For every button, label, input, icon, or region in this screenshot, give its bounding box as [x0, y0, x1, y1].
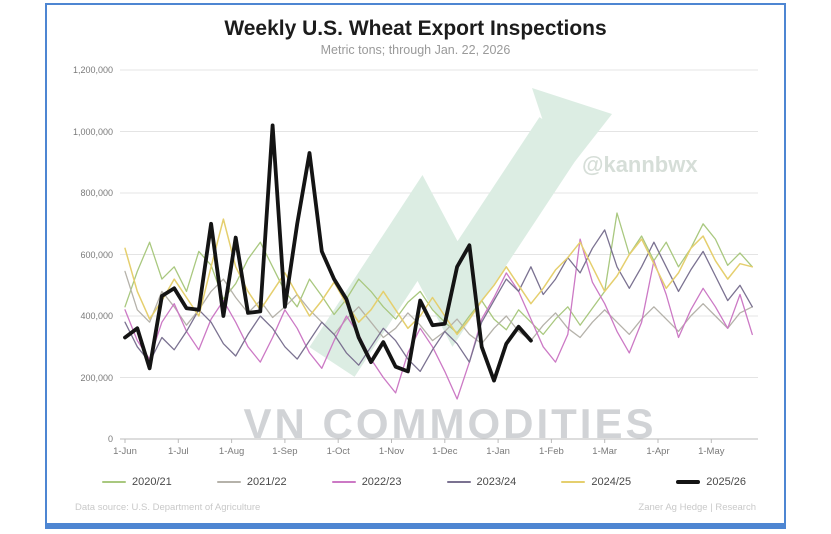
x-tick-label: 1-Mar — [592, 446, 618, 457]
chart-title: Weekly U.S. Wheat Export Inspections — [224, 17, 607, 40]
y-tick-label: 1,000,000 — [72, 126, 113, 137]
legend-item-2024-25: 2024/25 — [561, 476, 631, 488]
x-tick-label: 1-Jul — [168, 446, 189, 457]
legend-swatch — [102, 481, 126, 483]
legend-item-2021-22: 2021/22 — [216, 476, 287, 488]
legend: 2020/21 2021/22 2022/23 2023/24 2024/25 2025/… — [102, 476, 746, 488]
x-tick-label: 1-Nov — [378, 446, 405, 457]
x-tick-label: 1-Oct — [326, 446, 350, 457]
legend-label: 2023/24 — [476, 476, 517, 488]
legend-item-2020-21: 2020/21 — [102, 476, 172, 488]
chart-card: Weekly U.S. Wheat Export Inspections Met… — [45, 3, 786, 529]
legend-label: 2025/26 — [706, 476, 746, 488]
y-tick-label: 1,200,000 — [72, 65, 113, 75]
legend-swatch — [561, 481, 586, 483]
series-line-2022-23 — [124, 238, 753, 400]
x-tick-label: 1-May — [698, 446, 725, 457]
y-tick-label: 200,000 — [80, 372, 113, 383]
credit-note: Zaner Ag Hedge | Research — [638, 502, 756, 513]
legend-swatch — [676, 480, 701, 484]
y-tick-label: 600,000 — [80, 249, 113, 260]
legend-swatch — [446, 481, 471, 483]
x-tick-label: 1-Feb — [538, 446, 564, 457]
legend-label: 2022/23 — [361, 476, 402, 488]
legend-item-2022-23: 2022/23 — [331, 476, 402, 488]
series-line-2025-26 — [123, 123, 533, 383]
x-tick-label: 1-Dec — [432, 446, 458, 457]
plot-area: VN COMMODITIES @kannbwx — [120, 69, 758, 447]
x-tick-label: 1-Jun — [113, 446, 137, 457]
legend-item-2023-24: 2023/24 — [446, 476, 517, 488]
x-tick-label: 1-Aug — [218, 446, 245, 457]
legend-label: 2021/22 — [246, 476, 287, 488]
footer: Data source: U.S. Department of Agricult… — [75, 502, 756, 513]
y-tick-label: 0 — [107, 434, 113, 444]
legend-label: 2024/25 — [591, 476, 632, 488]
x-tick-label: 1-Sep — [272, 446, 298, 457]
x-tick-label: 1-Jan — [486, 446, 510, 457]
series-line-2024-25 — [124, 218, 754, 336]
data-source-note: Data source: U.S. Department of Agricult… — [75, 502, 261, 513]
trend-arrow-watermark — [309, 117, 585, 377]
chart-subtitle: Metric tons; through Jan. 22, 2026 — [320, 43, 511, 57]
legend-label: 2020/21 — [132, 476, 172, 488]
legend-item-2025-26: 2025/26 — [676, 476, 746, 488]
series-line-2023-24 — [124, 229, 753, 373]
y-tick-label: 400,000 — [80, 311, 113, 321]
trend-arrow-head — [532, 88, 612, 178]
legend-swatch — [331, 481, 356, 483]
series-line-2020-21 — [124, 212, 753, 336]
x-tick-label: 1-Apr — [646, 446, 670, 457]
y-tick-label: 800,000 — [80, 188, 113, 198]
legend-swatch — [216, 481, 241, 483]
chart-canvas — [120, 69, 758, 443]
